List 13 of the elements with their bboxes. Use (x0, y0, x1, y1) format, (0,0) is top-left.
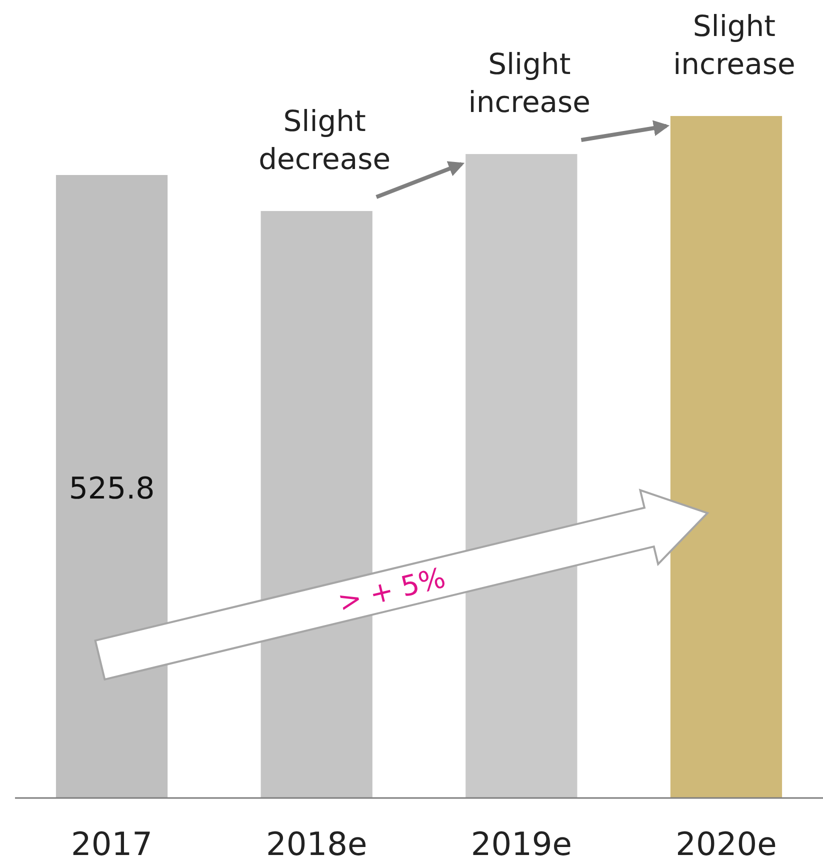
bar (56, 175, 168, 798)
data-label: 525.8 (68, 472, 155, 507)
bar (260, 211, 372, 798)
annotation: Slight increase (468, 47, 591, 120)
annotation: Slight decrease (258, 104, 391, 176)
x-tick-label: 2020e (676, 825, 777, 863)
bar (466, 154, 578, 798)
x-tick-label: 2017 (71, 825, 152, 863)
x-tick-label: 2019e (470, 825, 572, 863)
annotation: > + 5% (334, 561, 449, 619)
x-tick-label: 2018e (266, 825, 368, 863)
text: Slight increase (673, 9, 796, 81)
bar (670, 116, 782, 798)
